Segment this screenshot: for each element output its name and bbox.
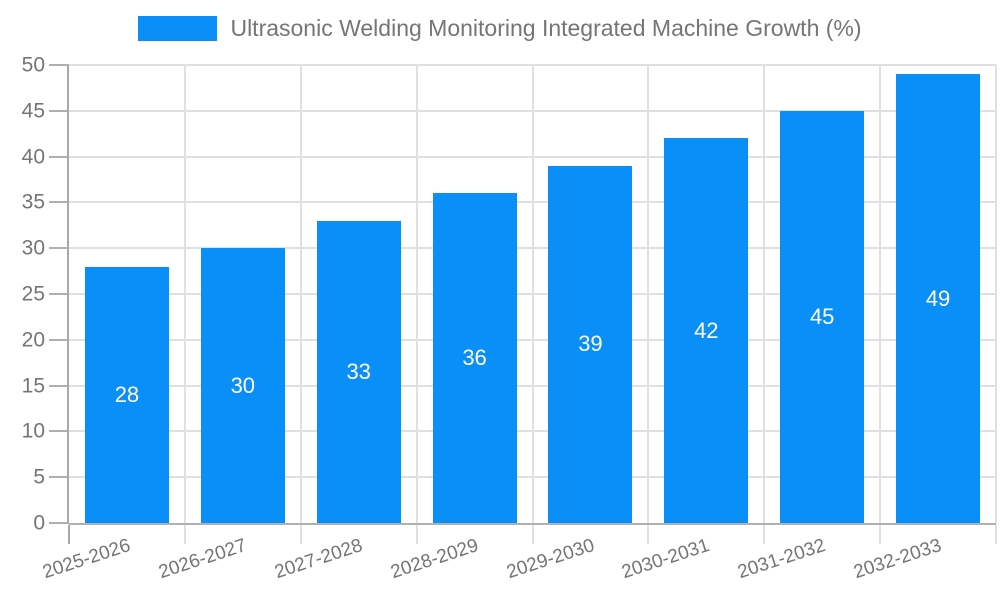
v-gridline bbox=[531, 65, 534, 523]
x-tick-label: 2026-2027 bbox=[156, 535, 249, 584]
y-tick-label: 45 bbox=[21, 99, 45, 123]
legend: Ultrasonic Welding Monitoring Integrated… bbox=[0, 15, 1000, 43]
bar: 49 bbox=[896, 74, 981, 523]
bar-value-label: 42 bbox=[694, 317, 719, 343]
v-gridline bbox=[763, 65, 766, 523]
bar: 36 bbox=[432, 193, 517, 523]
y-axis-line bbox=[67, 65, 69, 523]
bar: 42 bbox=[664, 138, 749, 523]
y-tick-label: 10 bbox=[21, 419, 45, 443]
x-tick-label: 2030-2031 bbox=[619, 535, 713, 584]
x-tick-label: 2027-2028 bbox=[271, 535, 365, 584]
x-tick-label: 2032-2033 bbox=[851, 535, 945, 584]
bar-value-label: 39 bbox=[578, 331, 603, 357]
y-tick bbox=[49, 155, 69, 158]
bar-value-label: 33 bbox=[346, 358, 371, 384]
legend-swatch bbox=[138, 16, 218, 42]
bar-value-label: 45 bbox=[809, 303, 835, 329]
bar-value-label: 28 bbox=[114, 381, 140, 407]
bar: 45 bbox=[780, 110, 865, 523]
x-tick bbox=[995, 525, 997, 544]
y-tick-label: 35 bbox=[21, 190, 45, 214]
bar: 28 bbox=[84, 266, 169, 523]
x-tick-label: 2028-2029 bbox=[387, 535, 481, 584]
y-tick-label: 50 bbox=[21, 53, 45, 77]
x-tick-label: 2025-2026 bbox=[40, 535, 134, 584]
y-tick bbox=[49, 384, 69, 387]
y-tick-label: 40 bbox=[21, 145, 45, 169]
x-tick bbox=[879, 525, 882, 544]
y-tick bbox=[49, 522, 69, 524]
v-gridline bbox=[299, 65, 302, 523]
x-tick bbox=[647, 525, 650, 544]
x-tick bbox=[531, 525, 534, 544]
v-gridline bbox=[415, 65, 418, 523]
y-tick bbox=[49, 64, 69, 66]
v-gridline bbox=[183, 65, 186, 523]
bar: 33 bbox=[316, 220, 401, 523]
x-tick-label: 2029-2030 bbox=[503, 535, 597, 584]
x-tick bbox=[183, 525, 186, 544]
x-tick-label: 2031-2032 bbox=[735, 535, 829, 584]
y-tick bbox=[49, 247, 69, 250]
x-tick bbox=[299, 525, 302, 544]
v-gridline bbox=[879, 65, 882, 523]
x-tick bbox=[68, 525, 70, 544]
bar-value-label: 30 bbox=[230, 372, 256, 398]
y-tick-label: 0 bbox=[33, 511, 45, 535]
y-tick-label: 30 bbox=[21, 236, 45, 260]
bar-value-label: 49 bbox=[925, 285, 951, 311]
y-tick-label: 20 bbox=[21, 328, 45, 352]
y-tick bbox=[49, 109, 69, 112]
y-tick bbox=[49, 201, 69, 204]
y-tick bbox=[49, 338, 69, 341]
y-tick bbox=[49, 476, 69, 479]
bar-value-label: 36 bbox=[462, 345, 487, 371]
x-tick bbox=[415, 525, 418, 544]
y-tick-label: 5 bbox=[33, 465, 45, 489]
y-tick bbox=[49, 293, 69, 295]
v-gridline bbox=[647, 65, 650, 523]
v-gridline bbox=[995, 65, 997, 523]
bar: 39 bbox=[548, 165, 633, 523]
x-axis-line bbox=[69, 523, 996, 525]
x-tick bbox=[763, 525, 766, 544]
chart-title: Ultrasonic Welding Monitoring Integrated… bbox=[230, 15, 862, 41]
y-tick bbox=[49, 430, 69, 433]
bar: 30 bbox=[200, 248, 285, 523]
y-tick-label: 15 bbox=[21, 374, 45, 398]
y-tick-label: 25 bbox=[21, 282, 45, 306]
